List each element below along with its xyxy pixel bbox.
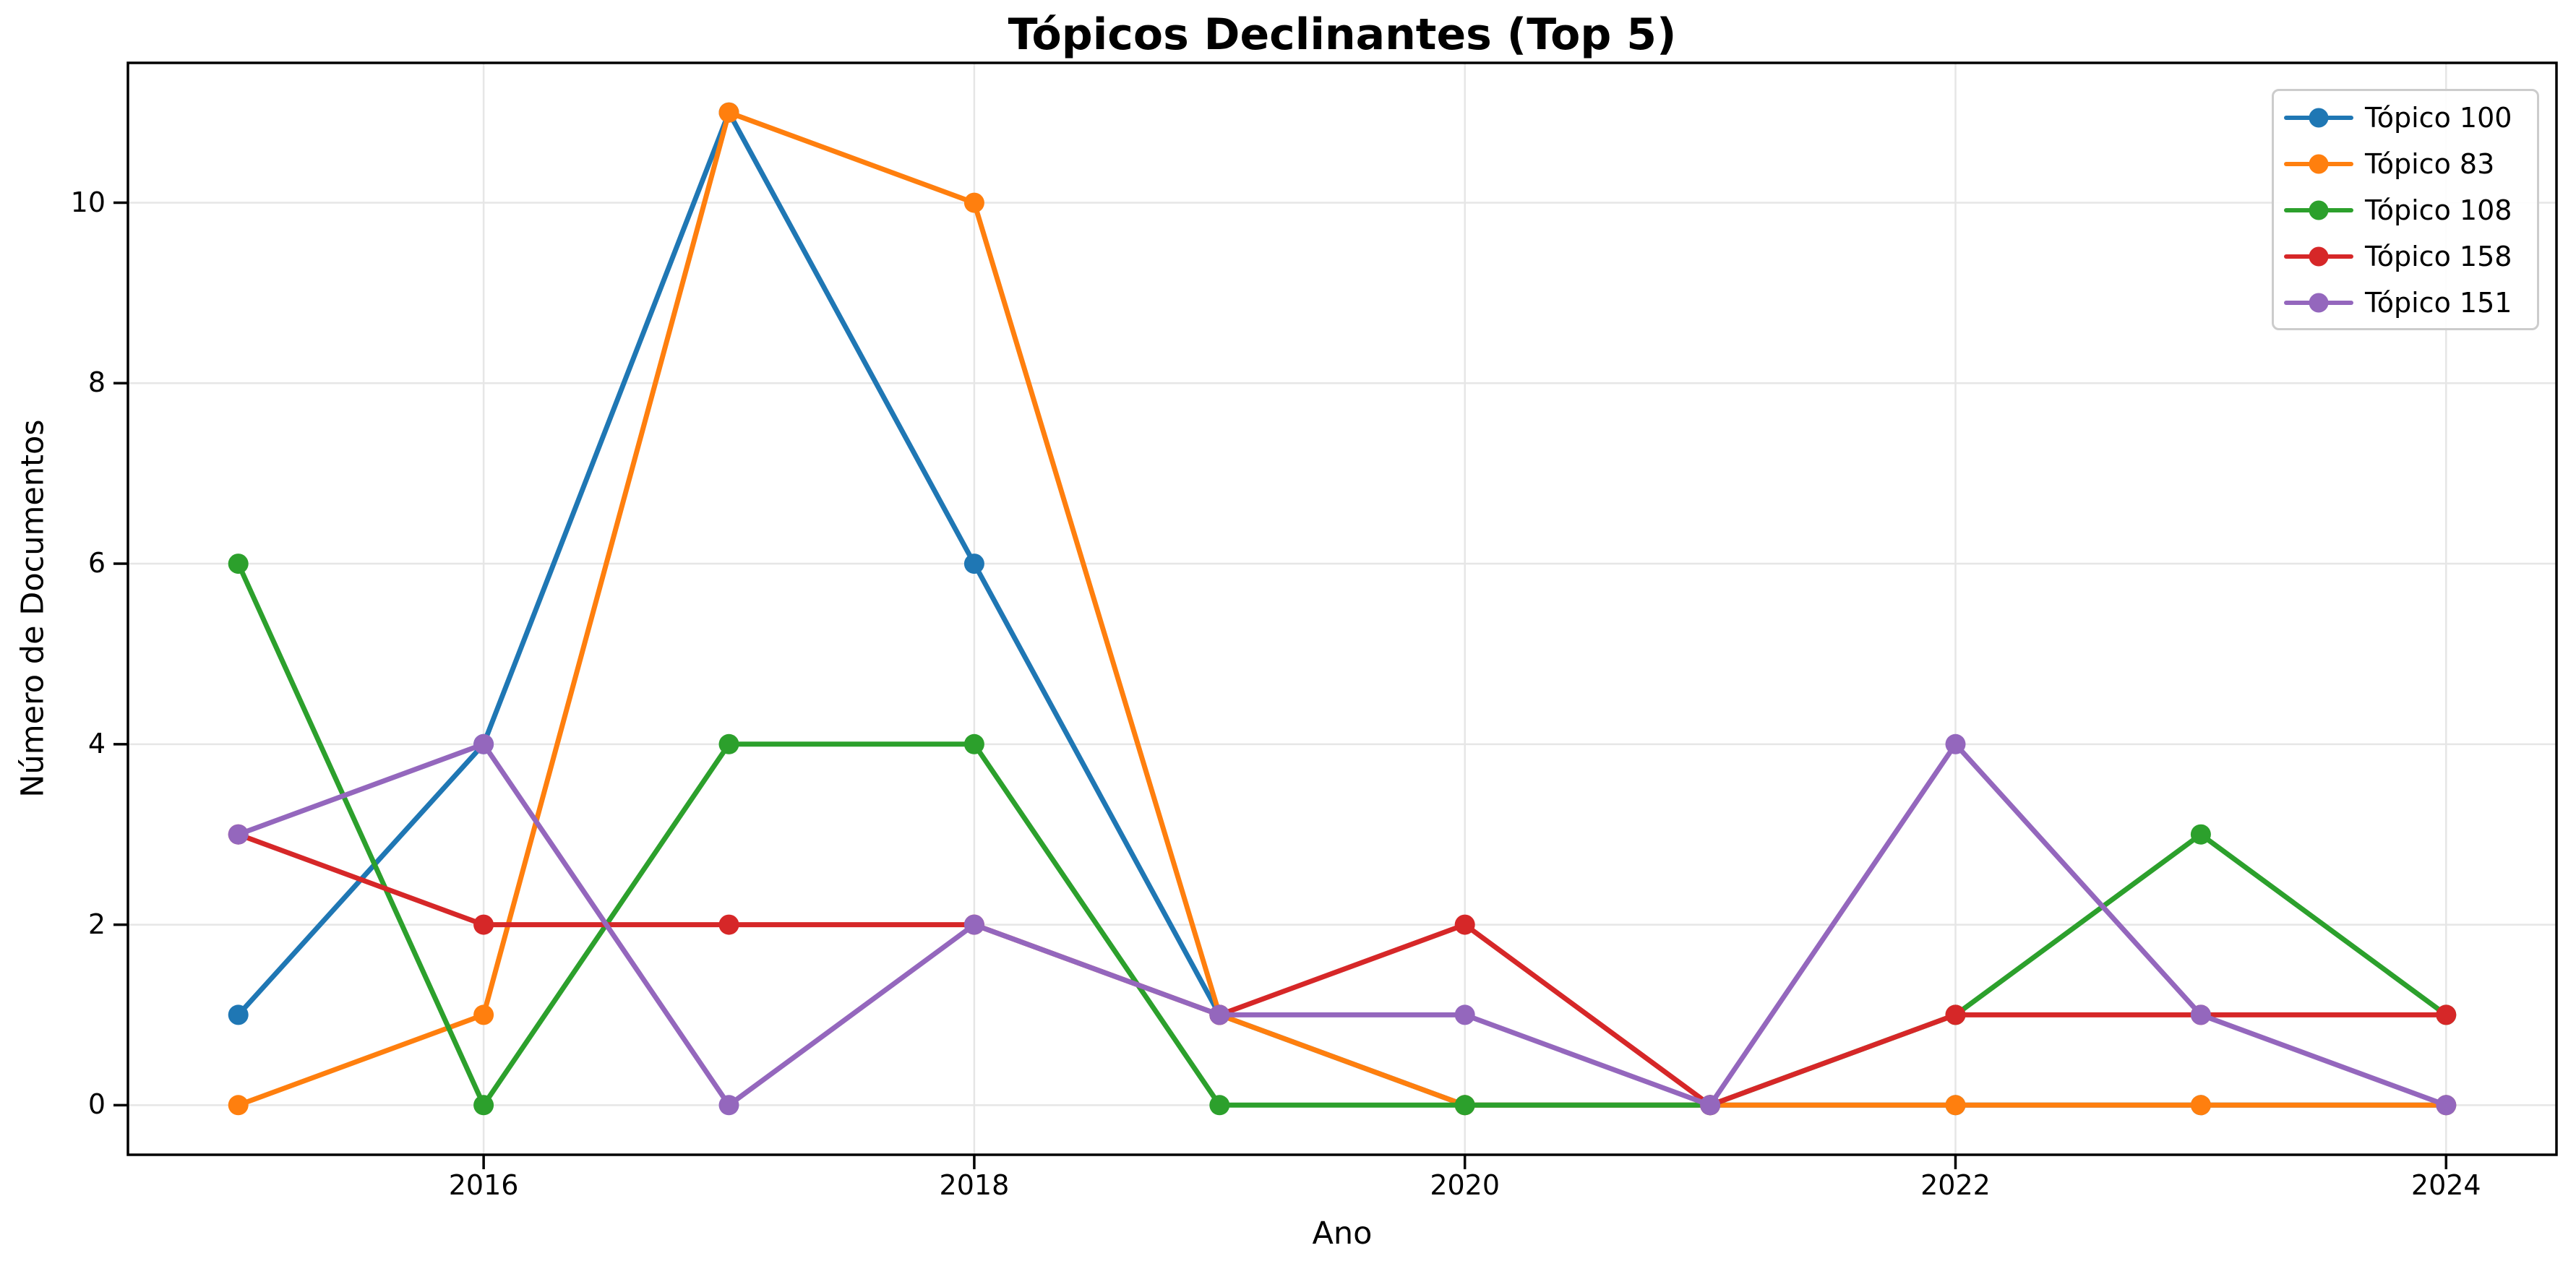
data-point-tpico-151 [718,1095,739,1116]
legend-item-tpico-158: Tópico 158 [2284,233,2537,280]
series-tpico-108 [228,554,2457,1116]
data-point-tpico-158 [1454,914,1475,935]
data-point-tpico-158 [1945,1004,1966,1025]
data-point-tpico-108 [718,733,739,754]
data-point-tpico-158 [473,914,494,935]
data-point-tpico-83 [228,1095,249,1116]
data-point-tpico-151 [963,914,984,935]
y-tick-label: 6 [87,547,106,580]
legend-item-tpico-83: Tópico 83 [2284,141,2537,187]
data-point-tpico-108 [473,1095,494,1116]
x-tick-label: 2022 [1920,1169,1991,1201]
legend-item-tpico-100: Tópico 100 [2284,95,2537,141]
data-point-tpico-151 [1700,1095,1721,1116]
y-tick-label: 4 [87,727,106,759]
x-tick-label: 2024 [2410,1169,2481,1201]
series-tpico-158 [228,824,2457,1116]
legend-label: Tópico 151 [2365,287,2512,319]
y-tick-label: 8 [87,366,106,399]
series-line-tpico-108 [236,561,2449,1108]
data-point-tpico-151 [1209,1004,1230,1025]
legend-item-tpico-108: Tópico 108 [2284,187,2537,233]
legend-marker-tpico-100 [2284,108,2353,128]
legend-label: Tópico 158 [2365,241,2512,272]
data-point-tpico-83 [718,102,739,123]
legend-marker-tpico-158 [2284,246,2353,267]
data-point-tpico-151 [1454,1004,1475,1025]
data-point-tpico-151 [473,733,494,754]
x-tick-label: 2020 [1430,1169,1500,1201]
data-point-tpico-151 [228,824,249,845]
data-point-tpico-108 [1209,1095,1230,1116]
data-point-tpico-83 [473,1004,494,1025]
data-point-tpico-83 [2190,1095,2211,1116]
legend-marker-tpico-108 [2284,200,2353,220]
data-point-tpico-108 [228,554,249,574]
legend-label: Tópico 108 [2365,194,2512,226]
x-tick-label: 2016 [448,1169,519,1201]
data-point-tpico-108 [963,733,984,754]
axes-frame [126,61,2558,1156]
data-point-tpico-83 [963,192,984,213]
legend: Tópico 100 Tópico 83 Tópico 108 Tópico 158 T… [2272,89,2539,330]
x-tick-label: 2018 [939,1169,1010,1201]
data-point-tpico-151 [2190,1004,2211,1025]
data-point-tpico-108 [1454,1095,1475,1116]
y-tick-label: 10 [70,186,106,218]
data-point-tpico-151 [1945,733,1966,754]
series-tpico-100 [228,102,2457,1116]
data-point-tpico-100 [228,1004,249,1025]
data-point-tpico-83 [1945,1095,1966,1116]
y-tick-label: 0 [87,1088,106,1121]
legend-marker-tpico-83 [2284,154,2353,174]
data-point-tpico-158 [2436,1004,2457,1025]
series-tpico-151 [228,733,2457,1116]
y-tick-label: 2 [87,908,106,940]
series-line-tpico-151 [236,741,2449,1108]
legend-item-tpico-151: Tópico 151 [2284,280,2537,326]
series-line-tpico-83 [236,110,2449,1108]
series-line-tpico-100 [236,110,2449,1108]
x-axis-label: Ano [1312,1215,1373,1252]
data-point-tpico-158 [718,914,739,935]
series-line-tpico-158 [236,832,2449,1108]
legend-label: Tópico 83 [2365,148,2495,180]
data-point-tpico-100 [963,554,984,574]
data-point-tpico-108 [2190,824,2211,845]
chart-title: Tópicos Declinantes (Top 5) [1008,9,1677,60]
legend-marker-tpico-151 [2284,293,2353,313]
series-tpico-83 [228,102,2457,1116]
legend-label: Tópico 100 [2365,102,2512,134]
data-point-tpico-151 [2436,1095,2457,1116]
